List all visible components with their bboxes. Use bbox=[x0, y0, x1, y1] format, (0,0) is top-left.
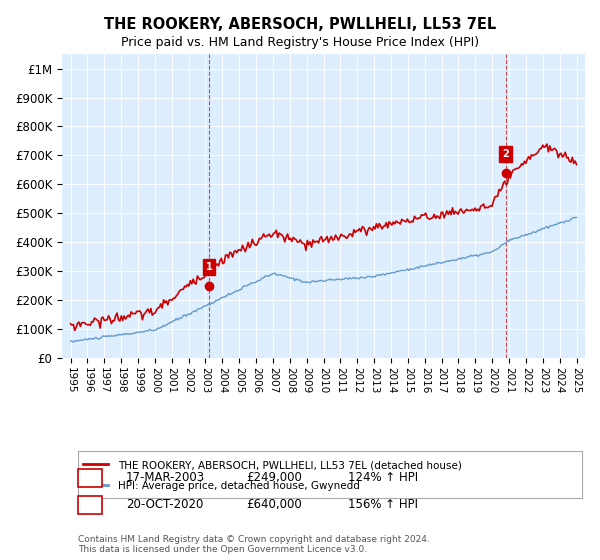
Text: HPI: Average price, detached house, Gwynedd: HPI: Average price, detached house, Gwyn… bbox=[118, 481, 360, 491]
Text: 156% ↑ HPI: 156% ↑ HPI bbox=[348, 498, 418, 511]
Text: 2: 2 bbox=[86, 498, 94, 511]
Text: THE ROOKERY, ABERSOCH, PWLLHELI, LL53 7EL: THE ROOKERY, ABERSOCH, PWLLHELI, LL53 7E… bbox=[104, 17, 496, 32]
Text: Price paid vs. HM Land Registry's House Price Index (HPI): Price paid vs. HM Land Registry's House … bbox=[121, 36, 479, 49]
Text: 17-MAR-2003: 17-MAR-2003 bbox=[126, 471, 205, 484]
Text: £249,000: £249,000 bbox=[246, 471, 302, 484]
Text: 2: 2 bbox=[502, 149, 509, 159]
Text: £640,000: £640,000 bbox=[246, 498, 302, 511]
Text: 1: 1 bbox=[86, 471, 94, 484]
Text: 20-OCT-2020: 20-OCT-2020 bbox=[126, 498, 203, 511]
Text: 124% ↑ HPI: 124% ↑ HPI bbox=[348, 471, 418, 484]
Text: 1: 1 bbox=[206, 262, 212, 272]
Text: Contains HM Land Registry data © Crown copyright and database right 2024.
This d: Contains HM Land Registry data © Crown c… bbox=[78, 535, 430, 554]
Text: THE ROOKERY, ABERSOCH, PWLLHELI, LL53 7EL (detached house): THE ROOKERY, ABERSOCH, PWLLHELI, LL53 7E… bbox=[118, 460, 462, 470]
